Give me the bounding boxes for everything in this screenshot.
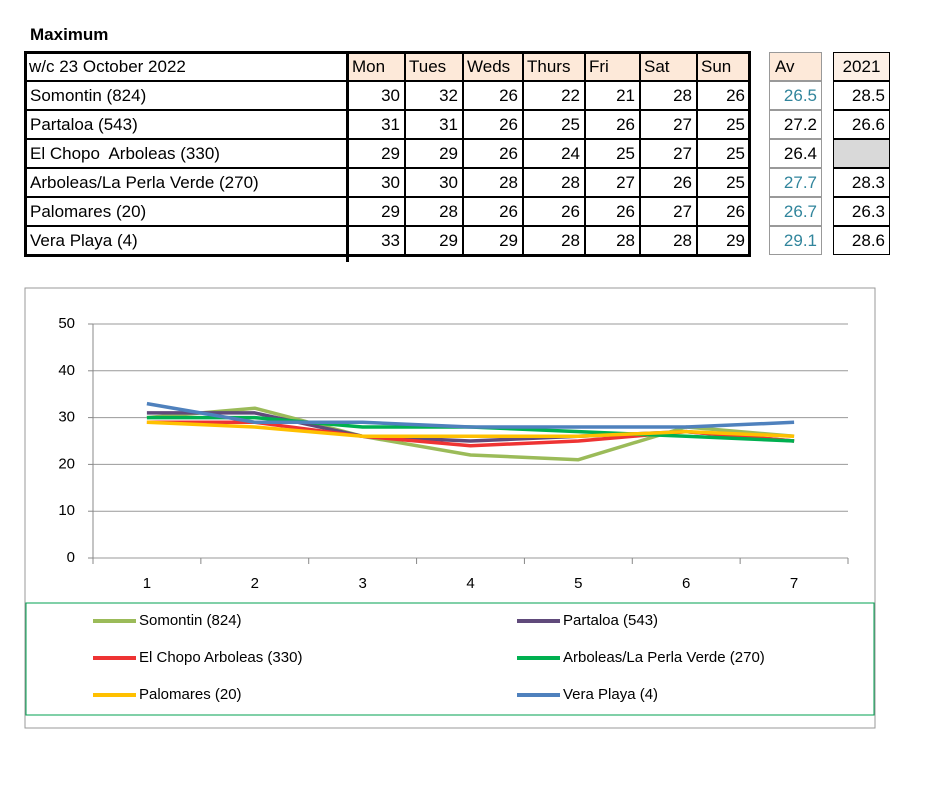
y-tick-label: 30 xyxy=(58,409,75,426)
x-tick-label: 7 xyxy=(790,575,798,592)
average-cell: 26.7 xyxy=(769,197,822,226)
x-tick-label: 2 xyxy=(251,575,259,592)
value-cell: 26 xyxy=(585,197,640,226)
row-name: Somontin (824) xyxy=(25,81,348,110)
series-line xyxy=(146,401,795,429)
day-header: Mon xyxy=(348,52,405,81)
value-cell: 22 xyxy=(523,81,585,110)
average-cell: 26.4 xyxy=(769,139,822,168)
previous-year-cell: 28.3 xyxy=(833,168,890,197)
previous-year-cell: 28.6 xyxy=(833,226,890,255)
day-header: Fri xyxy=(585,52,640,81)
day-header: Sun xyxy=(697,52,750,81)
average-header: Av xyxy=(769,52,822,81)
average-cell: 26.5 xyxy=(769,81,822,110)
x-tick-label: 5 xyxy=(574,575,582,592)
table-divider xyxy=(346,51,349,262)
legend-label: Palomares (20) xyxy=(139,686,242,703)
legend-label: El Chopo Arboleas (330) xyxy=(139,649,302,666)
legend-label: Arboleas/La Perla Verde (270) xyxy=(563,649,765,666)
legend-label: Somontin (824) xyxy=(139,612,242,629)
value-cell: 26 xyxy=(463,197,523,226)
value-cell: 29 xyxy=(405,139,463,168)
chart-frame xyxy=(24,287,876,729)
y-tick-label: 10 xyxy=(58,502,75,519)
value-cell: 21 xyxy=(585,81,640,110)
value-cell: 32 xyxy=(405,81,463,110)
x-tick-label: 6 xyxy=(682,575,690,592)
x-tick-label: 4 xyxy=(466,575,474,592)
empty-cell xyxy=(833,139,890,168)
value-cell: 25 xyxy=(523,110,585,139)
value-cell: 26 xyxy=(640,168,697,197)
value-cell: 25 xyxy=(585,139,640,168)
y-tick-label: 0 xyxy=(67,549,75,566)
day-header: Weds xyxy=(463,52,523,81)
table-frame xyxy=(24,51,751,257)
value-cell: 27 xyxy=(640,139,697,168)
legend-label: Vera Playa (4) xyxy=(563,686,658,703)
row-name: Arboleas/La Perla Verde (270) xyxy=(25,168,348,197)
value-cell: 30 xyxy=(405,168,463,197)
value-cell: 27 xyxy=(640,110,697,139)
value-cell: 26 xyxy=(463,139,523,168)
value-cell: 26 xyxy=(585,110,640,139)
day-header: Thurs xyxy=(523,52,585,81)
average-cell: 29.1 xyxy=(769,226,822,255)
previous-year-cell: 26.3 xyxy=(833,197,890,226)
y-tick-label: 40 xyxy=(58,362,75,379)
x-tick-label: 3 xyxy=(358,575,366,592)
value-cell: 27 xyxy=(640,197,697,226)
value-cell: 26 xyxy=(523,197,585,226)
previous-year-header: 2021 xyxy=(833,52,890,81)
value-cell: 28 xyxy=(523,168,585,197)
previous-year-cell: 26.6 xyxy=(833,110,890,139)
y-tick-label: 50 xyxy=(58,315,75,332)
legend-label: Partaloa (543) xyxy=(563,612,658,629)
value-cell: 28 xyxy=(640,81,697,110)
y-tick-label: 20 xyxy=(58,455,75,472)
title: Maximum xyxy=(30,25,109,44)
legend-box xyxy=(25,602,875,716)
average-cell: 27.7 xyxy=(769,168,822,197)
value-cell: 28 xyxy=(463,168,523,197)
value-cell: 31 xyxy=(405,110,463,139)
series-line xyxy=(146,420,795,439)
value-cell: 24 xyxy=(523,139,585,168)
previous-year-cell: 28.5 xyxy=(833,81,890,110)
x-tick-label: 1 xyxy=(143,575,151,592)
average-cell: 27.2 xyxy=(769,110,822,139)
value-cell: 26 xyxy=(463,81,523,110)
value-cell: 26 xyxy=(463,110,523,139)
header-label: w/c 23 October 2022 xyxy=(25,52,348,81)
value-cell: 27 xyxy=(585,168,640,197)
value-cell: 28 xyxy=(405,197,463,226)
